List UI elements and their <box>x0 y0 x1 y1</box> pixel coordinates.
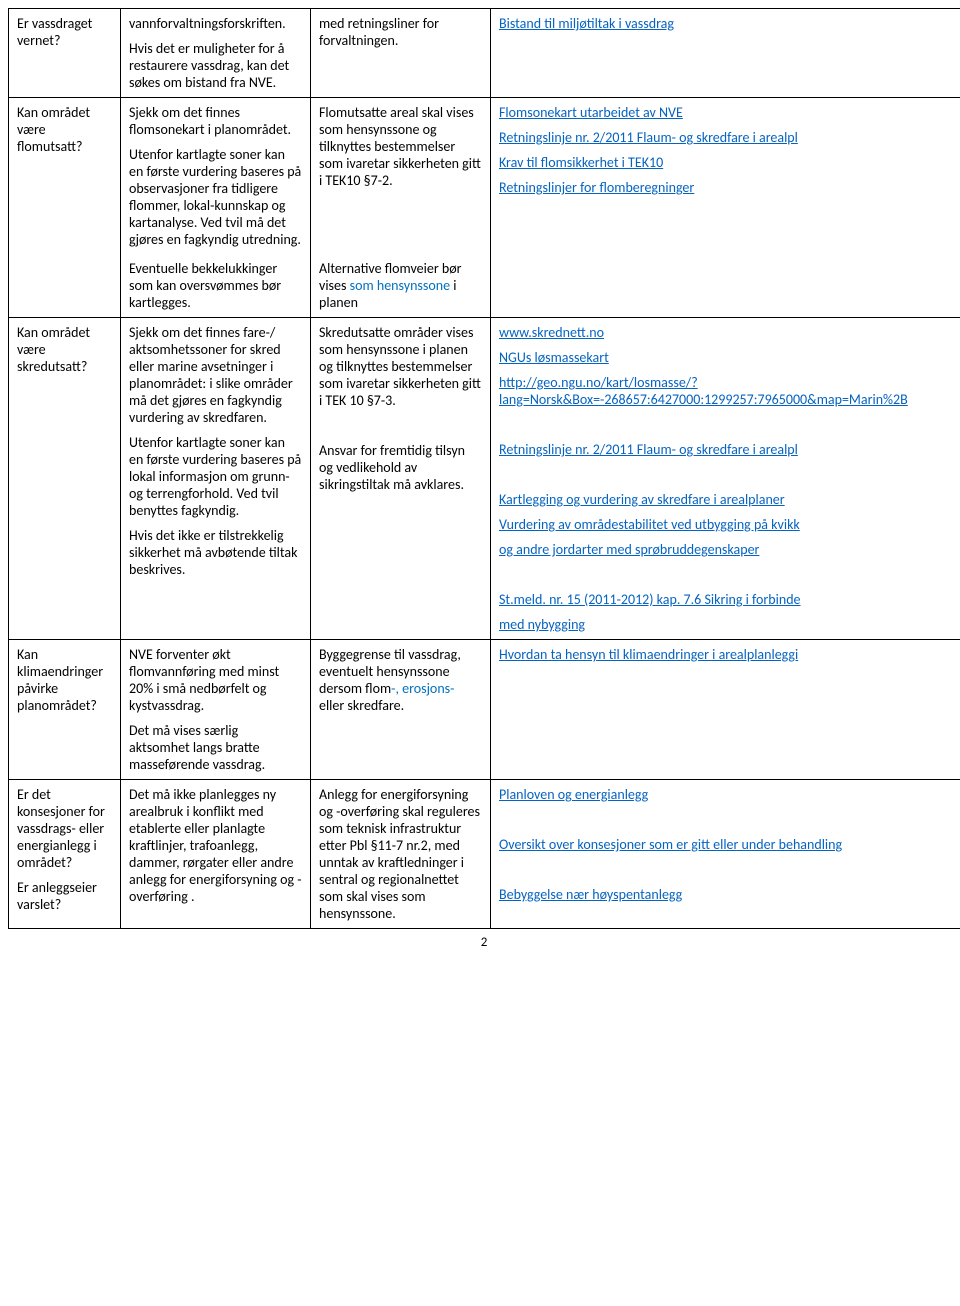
reference-link[interactable]: Retningslinje nr. 2/2011 Flaum- og skred… <box>499 441 798 458</box>
reference-link[interactable]: www.skrednett.no <box>499 324 604 341</box>
cell-text: Det må ikke planlegges ny arealbruk i ko… <box>129 786 302 905</box>
cell-text: Hvis det ikke er tilstrekkelig sikkerhet… <box>129 527 302 578</box>
cell-text: Kan området være flomutsatt? <box>17 104 112 155</box>
cell-text: Alternative flomveier bør vises som hens… <box>319 260 482 311</box>
cell-text: Ansvar for fremtidig tilsyn og vedlikeho… <box>319 442 482 493</box>
guidance-cell: NVE forventer økt flomvannføring med min… <box>121 640 311 780</box>
reference-cell: Hvordan ta hensyn til klimaendringer i a… <box>491 640 960 780</box>
table-row: Er vassdraget vernet? vannforvaltningsfor… <box>9 9 960 98</box>
cell-text: Utenfor kartlagte soner kan en første vu… <box>129 434 302 519</box>
cell-text: Er anleggseier varslet? <box>17 879 112 913</box>
table-row: Kan klimaendringer påvirke planområdet?N… <box>9 640 960 780</box>
document-table: Er vassdraget vernet? vannforvaltningsfor… <box>8 8 960 929</box>
table-row: Er det konsesjoner for vassdrags- eller … <box>9 780 960 929</box>
reference-link[interactable]: og andre jordarter med sprøbruddegenskap… <box>499 541 759 558</box>
cell-text: Eventuelle bekkelukkinger som kan oversv… <box>129 260 302 311</box>
cell-text: Byggegrense til vassdrag, eventuelt hens… <box>319 646 482 714</box>
reference-link[interactable]: Retningslinje nr. 2/2011 Flaum- og skred… <box>499 129 798 146</box>
reference-link[interactable]: Kartlegging og vurdering av skredfare i … <box>499 491 785 508</box>
reference-link[interactable]: Krav til flomsikkerhet i TEK10 <box>499 154 663 171</box>
guidance-cell: Sjekk om det finnes flomsonekart i plano… <box>121 98 311 255</box>
question-cell: Kan området være flomutsatt? <box>9 98 121 255</box>
reference-link[interactable]: Bebyggelse nær høyspentanlegg <box>499 886 682 903</box>
question-cell <box>9 254 121 318</box>
reference-link[interactable]: St.meld. nr. 15 (2011-2012) kap. 7.6 Sik… <box>499 591 801 608</box>
reference-cell: www.skrednett.no NGUs løsmassekart http://… <box>491 318 960 640</box>
question-cell: Er vassdraget vernet? <box>9 9 121 98</box>
reference-link[interactable]: http://geo.ngu.no/kart/losmasse/?lang=No… <box>499 374 908 408</box>
cell-text: Skredutsatte områder vises som hensynsso… <box>319 324 482 409</box>
reference-link[interactable]: Retningslinjer for flomberegninger <box>499 179 694 196</box>
cell-text: NVE forventer økt flomvannføring med min… <box>129 646 302 714</box>
cell-text: Hvis det er muligheter for å restaurere … <box>129 40 302 91</box>
reference-link[interactable]: Vurdering av områdestabilitet ved utbygg… <box>499 516 800 533</box>
reference-link[interactable]: Bistand til miljøtiltak i vassdrag <box>499 15 674 32</box>
cell-text: Er det konsesjoner for vassdrags- eller … <box>17 786 112 871</box>
page-number: 2 <box>8 935 960 950</box>
question-cell: Er det konsesjoner for vassdrags- eller … <box>9 780 121 929</box>
guidance-cell: Eventuelle bekkelukkinger som kan oversv… <box>121 254 311 318</box>
cell-text: med retningsliner for forvaltningen. <box>319 15 482 49</box>
reference-cell: Planloven og energianlegg Oversikt over … <box>491 780 960 929</box>
cell-text: Er vassdraget vernet? <box>17 15 112 49</box>
cell-text: Kan området være skredutsatt? <box>17 324 112 375</box>
reference-link[interactable]: med nybygging <box>499 616 585 633</box>
cell-text: Flomutsatte areal skal vises som hensyns… <box>319 104 482 189</box>
guidance-cell: vannforvaltningsforskriften. Hvis det er … <box>121 9 311 98</box>
guidance-cell: Sjekk om det finnes fare-/ aktsomhetsson… <box>121 318 311 640</box>
cell-text: Sjekk om det finnes fare-/ aktsomhetsson… <box>129 324 302 426</box>
question-cell: Kan området være skredutsatt? <box>9 318 121 640</box>
table-row: Eventuelle bekkelukkinger som kan oversv… <box>9 254 960 318</box>
reference-link[interactable]: Hvordan ta hensyn til klimaendringer i a… <box>499 646 798 663</box>
cell-text: Sjekk om det finnes flomsonekart i plano… <box>129 104 302 138</box>
requirement-cell: Skredutsatte områder vises som hensynsso… <box>311 318 491 640</box>
reference-cell: Bistand til miljøtiltak i vassdrag <box>491 9 960 98</box>
table-row: Kan området være skredutsatt? Sjekk om de… <box>9 318 960 640</box>
requirement-cell: Byggegrense til vassdrag, eventuelt hens… <box>311 640 491 780</box>
requirement-cell: Alternative flomveier bør vises som hens… <box>311 254 491 318</box>
question-cell: Kan klimaendringer påvirke planområdet? <box>9 640 121 780</box>
requirement-cell: Flomutsatte areal skal vises som hensyns… <box>311 98 491 255</box>
cell-text: Kan klimaendringer påvirke planområdet? <box>17 646 112 714</box>
requirement-cell: med retningsliner for forvaltningen. <box>311 9 491 98</box>
reference-link[interactable]: NGUs løsmassekart <box>499 349 609 366</box>
reference-link[interactable]: Oversikt over konsesjoner som er gitt el… <box>499 836 842 853</box>
requirement-cell: Anlegg for energiforsyning og -overførin… <box>311 780 491 929</box>
cell-text: Utenfor kartlagte soner kan en første vu… <box>129 146 302 248</box>
cell-text: Det må vises særlig aktsomhet langs brat… <box>129 722 302 773</box>
reference-cell <box>491 254 960 318</box>
table-row: Kan området være flomutsatt? Sjekk om det… <box>9 98 960 255</box>
guidance-cell: Det må ikke planlegges ny arealbruk i ko… <box>121 780 311 929</box>
cell-text: vannforvaltningsforskriften. <box>129 15 302 32</box>
cell-text: Anlegg for energiforsyning og -overførin… <box>319 786 482 922</box>
reference-cell: Flomsonekart utarbeidet av NVE Retningsli… <box>491 98 960 255</box>
reference-link[interactable]: Flomsonekart utarbeidet av NVE <box>499 104 683 121</box>
reference-link[interactable]: Planloven og energianlegg <box>499 786 648 803</box>
